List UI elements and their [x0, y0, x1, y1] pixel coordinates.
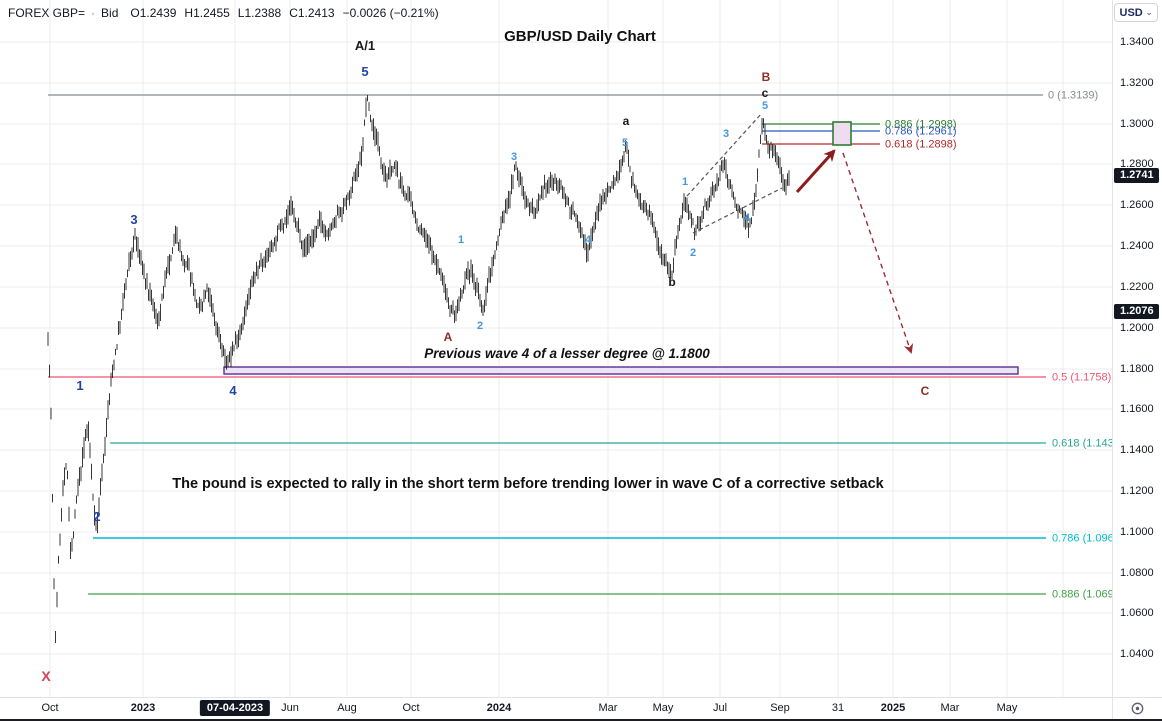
currency-selector-button[interactable]: USD ⌄ [1114, 3, 1158, 22]
time-axis[interactable]: Oct 2023 Jun Aug Oct 2024 Mar May Jul Sep 31 2025 Ma… [0, 697, 1112, 719]
wave-label-a[interactable]: a [623, 114, 630, 128]
high-value: H1.2455 [184, 6, 230, 20]
time-axis-label: May [652, 702, 674, 714]
series-type: Bid [101, 6, 119, 20]
price-badge: 1.2741 [1114, 168, 1159, 183]
time-axis-label: Mar [940, 702, 960, 714]
price-axis-label: 1.0800 [1120, 567, 1154, 579]
wave-label-5[interactable]: 5 [622, 137, 628, 149]
fib-target-box[interactable] [832, 121, 852, 146]
wave-label-2[interactable]: 2 [93, 509, 100, 524]
wave-label-4[interactable]: 4 [744, 212, 751, 224]
time-axis-label: 2025 [880, 702, 906, 714]
price-axis-label: 1.2200 [1120, 281, 1154, 293]
wedge-upper[interactable] [686, 112, 763, 197]
price-axis-label: 1.1200 [1120, 485, 1154, 497]
fib-0618-lower-label: 0.618 (1.1432) [1052, 438, 1112, 450]
wave-label-1[interactable]: 1 [76, 378, 83, 393]
price-axis-label: 1.1800 [1120, 363, 1154, 375]
symbol-legend[interactable]: FOREX GBP= · Bid O1.2439 H1.2455 L1.2388… [8, 5, 439, 21]
chart-canvas[interactable]: 0 (1.3139) 0.886 (1.2998) 0.786 (1.2961) 0.… [0, 0, 1112, 697]
chevron-down-icon: ⌄ [1145, 8, 1153, 17]
wave-label-x[interactable]: X [41, 668, 51, 684]
price-axis-label: 1.2800 [1120, 158, 1154, 170]
wave-label-c[interactable]: c [762, 86, 769, 100]
wave-label-5[interactable]: 5 [762, 100, 768, 112]
selected-date-badge: 07-04-2023 [199, 700, 271, 716]
time-axis-label: 31 [831, 702, 845, 714]
chart-title[interactable]: GBP/USD Daily Chart [504, 28, 656, 45]
time-axis-label: Mar [598, 702, 618, 714]
price-axis-label: 1.2600 [1120, 199, 1154, 211]
wave-label-3[interactable]: 3 [130, 212, 137, 227]
fib-0786-lower-label: 0.786 (1.0968) [1052, 533, 1112, 545]
time-axis-label: May [996, 702, 1018, 714]
time-axis-label: Sep [770, 702, 790, 714]
time-axis-label: Oct [402, 702, 420, 714]
price-axis-label: 1.1400 [1120, 444, 1154, 456]
time-axis-label: Aug [337, 702, 357, 714]
wave-label-b[interactable]: b [668, 275, 675, 289]
legend-separator: · [91, 6, 96, 20]
wave-label-5[interactable]: 5 [361, 64, 368, 79]
wave-label-1[interactable]: 1 [458, 234, 464, 246]
symbol-name[interactable]: FOREX GBP= [8, 6, 86, 20]
wave-label-4[interactable]: 4 [229, 383, 237, 398]
close-value: C1.2413 [289, 6, 335, 20]
wave-label-a[interactable]: A [444, 330, 453, 344]
wave-label-3[interactable]: 3 [511, 151, 517, 163]
window-bottom-edge [0, 719, 1162, 721]
currency-label: USD [1119, 6, 1143, 19]
fib-0618-upper-label: 0.618 (1.2898) [885, 139, 957, 151]
price-axis-label: 1.3000 [1120, 118, 1154, 130]
open-value: O1.2439 [130, 6, 177, 20]
axis-settings-corner[interactable] [1112, 697, 1162, 719]
time-axis-label: 2023 [130, 702, 156, 714]
previous-wave4-zone[interactable] [223, 366, 1019, 375]
wave4-note[interactable]: Previous wave 4 of a lesser degree @ 1.1… [424, 346, 710, 361]
ohlc-bars [47, 95, 790, 643]
price-axis-label: 1.0400 [1120, 648, 1154, 660]
time-axis-label: Jun [281, 702, 299, 714]
fib-0-label: 0 (1.3139) [1048, 90, 1098, 102]
gear-icon[interactable] [1130, 701, 1145, 716]
time-axis-label: 2024 [486, 702, 512, 714]
price-axis-label: 1.2000 [1120, 322, 1154, 334]
price-axis-label: 1.1000 [1120, 526, 1154, 538]
wave-label-2[interactable]: 2 [690, 247, 696, 259]
price-chart-svg[interactable]: 0 (1.3139)0.886 (1.2998)0.786 (1.2961)0.… [0, 0, 1112, 697]
price-axis-label: 1.3200 [1120, 77, 1154, 89]
wave-label-c[interactable]: C [921, 384, 930, 398]
rally-arrow[interactable] [795, 149, 836, 194]
wave-label-2[interactable]: 2 [477, 320, 483, 332]
price-axis[interactable]: USD ⌄ 1.3400 1.3200 1.3000 1.2800 1.2600 1.24… [1112, 0, 1162, 697]
wave-label-3[interactable]: 3 [723, 128, 729, 140]
wave-label-b[interactable]: B [762, 70, 771, 84]
wave-label-1[interactable]: 1 [682, 176, 688, 188]
change-value: −0.0026 (−0.21%) [342, 6, 439, 20]
price-axis-label: 1.1600 [1120, 403, 1154, 415]
time-axis-label: Oct [41, 702, 59, 714]
fib-0786-upper-label: 0.786 (1.2961) [885, 126, 957, 138]
low-value: L1.2388 [237, 6, 282, 20]
price-axis-label: 1.2400 [1120, 240, 1154, 252]
wave-label-a-1[interactable]: A/1 [355, 38, 375, 53]
wedge-lower[interactable] [692, 187, 783, 234]
outlook-note[interactable]: The pound is expected to rally in the sh… [172, 476, 884, 492]
fib-05-lower-label: 0.5 (1.1758) [1052, 372, 1111, 384]
fib-0886-lower-label: 0.886 (1.0692) [1052, 589, 1112, 601]
price-axis-label: 1.3400 [1120, 36, 1154, 48]
time-axis-label: Jul [712, 702, 728, 714]
price-axis-label: 1.0600 [1120, 607, 1154, 619]
price-badge: 1.2076 [1114, 304, 1159, 319]
fib-0886-upper-label: 0.886 (1.2998) [885, 119, 957, 131]
decline-arrow[interactable] [842, 152, 914, 354]
wave-label-4[interactable]: 4 [585, 234, 592, 246]
